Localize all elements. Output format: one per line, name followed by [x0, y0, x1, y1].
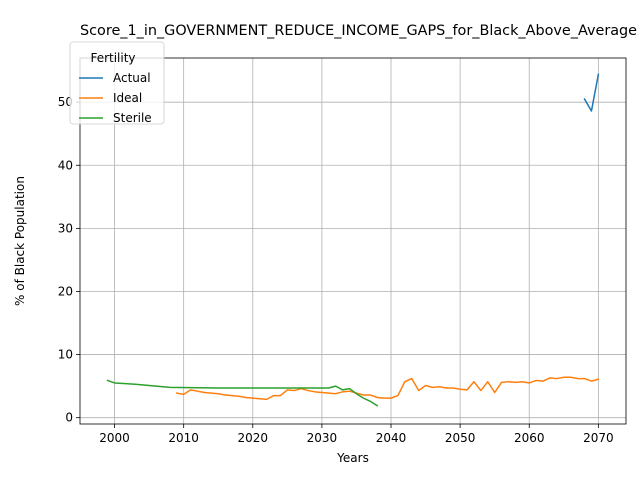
legend-label-sterile: Sterile	[113, 111, 152, 125]
series-line-ideal	[175, 376, 600, 401]
x-tick-label: 2040	[376, 431, 407, 445]
y-tick-label: 20	[58, 284, 73, 298]
series-line-actual	[583, 73, 600, 112]
legend-label-ideal: Ideal	[113, 91, 142, 105]
grid-lines	[80, 58, 626, 424]
y-tick-label: 0	[65, 411, 73, 425]
x-tick-label: 2060	[514, 431, 545, 445]
plot-frame	[79, 57, 627, 425]
x-tick-label: 2030	[307, 431, 338, 445]
x-tick-label: 2010	[168, 431, 199, 445]
y-tick-label: 50	[58, 95, 73, 109]
plot-area	[80, 58, 626, 424]
legend-title: Fertility	[90, 51, 135, 65]
y-axis-label: % of Black Population	[13, 176, 27, 306]
y-tick-label: 30	[58, 221, 73, 235]
legend: Fertility Actual Ideal Sterile	[69, 41, 165, 125]
series-lines	[106, 73, 600, 407]
chart-title: Score_1_in_GOVERNMENT_REDUCE_INCOME_GAPS…	[80, 23, 637, 39]
legend-label-actual: Actual	[113, 71, 151, 85]
legend-box	[69, 41, 165, 125]
series-line-sterile	[106, 379, 379, 407]
y-tick-label: 40	[58, 158, 73, 172]
x-tick-label: 2070	[583, 431, 614, 445]
y-axis-ticks: 0 10 20 30 40 50	[58, 95, 80, 425]
x-axis-label: Years	[336, 451, 369, 465]
x-tick-label: 2000	[99, 431, 130, 445]
x-tick-label: 2050	[445, 431, 476, 445]
x-tick-label: 2020	[238, 431, 269, 445]
y-tick-label: 10	[58, 348, 73, 362]
x-axis-ticks: 2000 2010 2020 2030 2040 2050 2060 2070	[99, 424, 614, 445]
